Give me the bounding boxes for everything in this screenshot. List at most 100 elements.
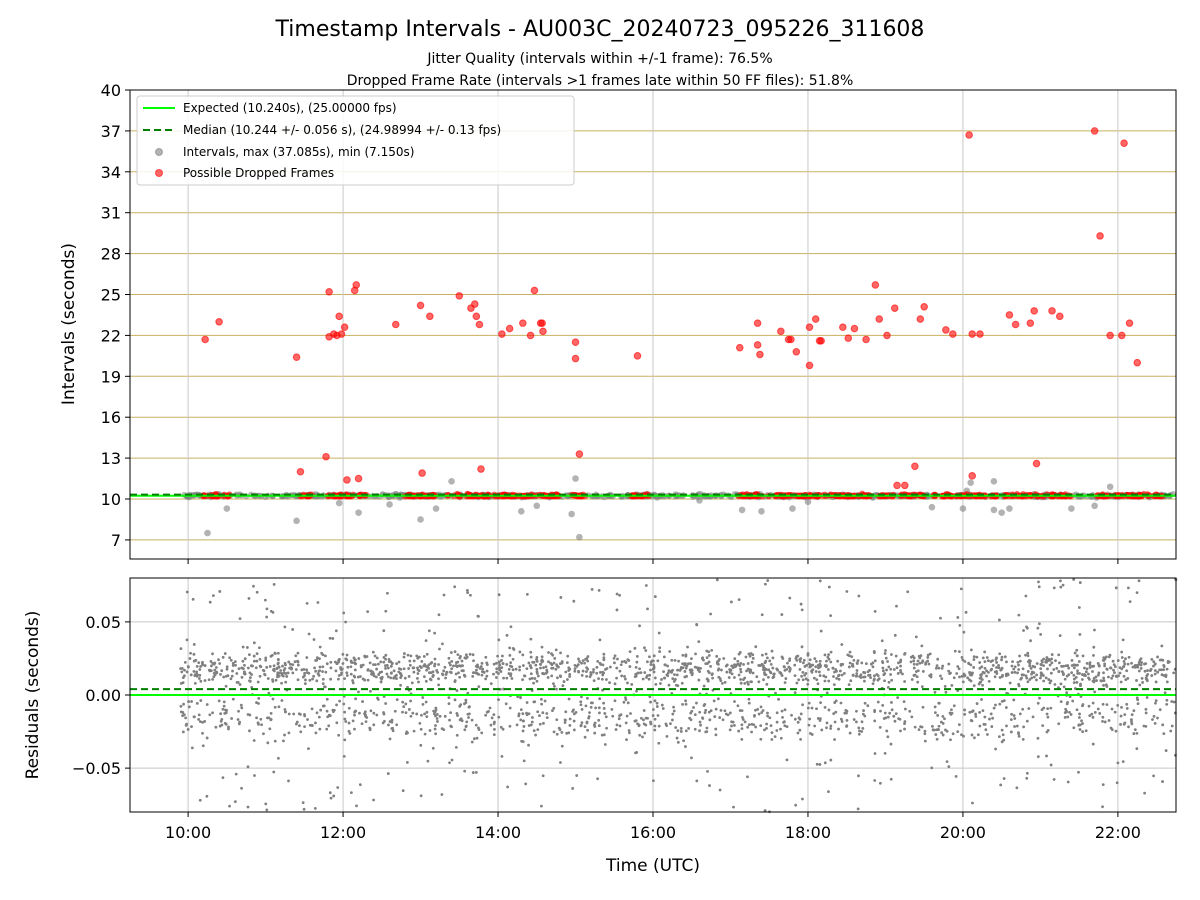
residual-point <box>477 685 481 689</box>
residual-point <box>1172 671 1176 675</box>
residual-point <box>707 710 711 714</box>
residual-point <box>671 712 675 716</box>
residual-point <box>242 672 246 675</box>
residual-point <box>840 643 844 646</box>
residual-point <box>1135 731 1139 735</box>
dropped-frame-point <box>343 476 351 484</box>
residual-point <box>193 715 196 719</box>
residual-point <box>862 709 865 712</box>
residual-point <box>395 698 399 702</box>
residual-point <box>728 670 732 674</box>
residual-point <box>658 682 662 685</box>
dropped-frame-point <box>901 481 909 490</box>
residual-point <box>190 746 194 750</box>
residual-point <box>888 711 892 715</box>
residual-point <box>983 650 987 654</box>
residual-point <box>337 677 340 681</box>
residual-point <box>197 713 201 717</box>
residual-point <box>532 681 535 685</box>
residual-point <box>1005 660 1008 664</box>
residual-point <box>681 662 684 666</box>
residual-point <box>1118 671 1122 675</box>
residual-point <box>472 659 475 663</box>
residual-point <box>329 666 333 670</box>
residual-point <box>651 779 655 783</box>
residuals-x-ticks: 10:00 12:00 14:00 16:00 18:00 20:00 22:00 <box>165 812 1141 842</box>
dropped-frame-point <box>811 315 820 323</box>
residual-point <box>654 682 658 686</box>
residual-point <box>602 671 606 675</box>
residual-point <box>639 716 643 720</box>
residual-point <box>274 678 278 682</box>
residual-point <box>1107 675 1110 679</box>
residual-point <box>614 728 618 731</box>
residual-point <box>402 655 406 659</box>
residual-point <box>903 727 906 731</box>
residual-point <box>586 696 589 700</box>
residual-point <box>683 670 687 673</box>
residual-point <box>790 713 793 717</box>
residual-point <box>261 668 265 672</box>
residual-point <box>839 717 843 721</box>
residual-point <box>880 639 884 643</box>
residual-point <box>263 672 266 676</box>
residual-point <box>1156 716 1159 720</box>
residual-point <box>1057 661 1061 665</box>
residual-point <box>354 658 357 662</box>
residual-point <box>282 739 285 743</box>
residual-point <box>421 702 425 706</box>
residual-point <box>873 709 877 712</box>
residual-point <box>764 673 768 677</box>
residual-point <box>803 673 806 677</box>
residual-point <box>967 662 971 666</box>
residual-point <box>1013 725 1016 728</box>
residual-point <box>540 655 544 659</box>
residual-point <box>184 724 188 727</box>
residual-point <box>388 737 392 741</box>
residual-point <box>673 677 677 681</box>
residual-point <box>321 670 324 673</box>
residual-point <box>1119 680 1123 684</box>
residual-point <box>856 807 860 811</box>
residual-point <box>287 779 290 783</box>
residual-point <box>563 721 567 724</box>
dropped-frame-point <box>337 330 346 338</box>
residual-point <box>1076 669 1079 673</box>
residual-point <box>203 679 207 682</box>
residual-point <box>1039 676 1042 680</box>
residual-point <box>599 663 603 666</box>
residual-point <box>671 668 674 672</box>
residual-point <box>1061 583 1065 587</box>
residual-point <box>589 671 593 674</box>
residual-point <box>806 653 810 657</box>
residual-point <box>480 673 484 677</box>
residual-point <box>825 664 828 668</box>
residual-point <box>896 696 900 699</box>
residual-point <box>463 728 467 732</box>
residual-point <box>509 625 513 629</box>
residual-point <box>976 733 980 737</box>
residual-point <box>624 661 628 664</box>
residual-point <box>933 705 937 709</box>
residual-point <box>952 676 956 680</box>
residual-point <box>720 681 724 685</box>
residual-point <box>638 624 641 628</box>
residual-point <box>1085 661 1089 665</box>
residual-point <box>1017 668 1020 671</box>
residual-point <box>872 678 876 682</box>
residual-point <box>572 728 576 732</box>
residual-point <box>1017 682 1021 686</box>
residual-point <box>969 663 973 667</box>
residual-point <box>783 681 787 685</box>
residual-point <box>336 786 340 789</box>
residual-point <box>652 654 656 658</box>
residual-point <box>1140 661 1144 664</box>
residual-point <box>780 613 784 616</box>
residual-point <box>883 751 887 755</box>
residual-point <box>235 672 239 675</box>
residual-point <box>189 651 192 655</box>
residual-point <box>739 678 742 681</box>
residual-point <box>1146 672 1150 676</box>
residual-point <box>720 668 723 672</box>
residual-point <box>683 675 687 679</box>
